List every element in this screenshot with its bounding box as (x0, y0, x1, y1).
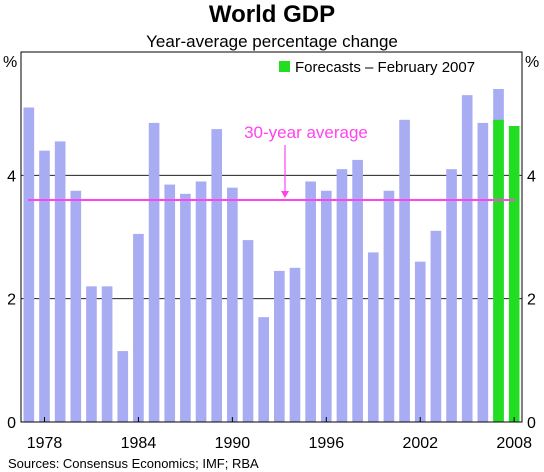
legend: Forecasts – February 2007 (279, 59, 475, 76)
bar-1984 (133, 233, 144, 422)
bar-1997 (336, 169, 348, 422)
bar-1983 (117, 351, 129, 422)
y-unit-left: % (3, 54, 17, 71)
forecast-bar-2008 (508, 126, 520, 422)
bar-1986 (164, 184, 176, 422)
bar-1979 (54, 141, 66, 422)
x-tick-1990: 1990 (215, 435, 251, 452)
y-unit-right: % (525, 54, 539, 71)
bar-2006 (477, 122, 489, 423)
legend-swatch-forecasts (279, 61, 290, 72)
bars (23, 89, 520, 423)
bar-2002 (414, 261, 426, 422)
bar-1996 (320, 190, 332, 422)
bar-1992 (258, 317, 269, 422)
x-tick-1996: 1996 (309, 435, 345, 452)
bar-1989 (211, 129, 223, 423)
bar-1999 (367, 252, 379, 422)
bar-2004 (446, 169, 457, 422)
bar-1988 (195, 181, 207, 422)
y-tick-right-4: 4 (527, 168, 536, 185)
forecast-bar-2007 (493, 119, 504, 422)
x-tick-2002: 2002 (402, 435, 438, 452)
bar-1985 (148, 122, 160, 423)
x-tick-1978: 1978 (27, 435, 63, 452)
chart-subtitle: Year-average percentage change (146, 32, 398, 51)
x-tick-1984: 1984 (121, 435, 157, 452)
bar-1991 (242, 240, 254, 422)
bar-1981 (86, 286, 97, 422)
bar-2000 (383, 190, 395, 422)
bar-1994 (289, 267, 301, 422)
average-label: 30-year average (244, 123, 368, 142)
source-note: Sources: Consensus Economics; IMF; RBA (8, 456, 259, 471)
bar-1998 (352, 159, 363, 422)
plot-frame (20, 51, 523, 423)
y-tick-right-2: 2 (527, 292, 536, 309)
bar-2005 (461, 95, 473, 423)
bar-1987 (180, 193, 191, 422)
bar-1978 (39, 150, 50, 422)
y-tick-left-4: 4 (7, 168, 16, 185)
bar-1977 (23, 107, 35, 422)
bar-2001 (399, 119, 410, 422)
bar-1995 (305, 181, 316, 422)
bar-1982 (101, 286, 113, 422)
chart-title: World GDP (209, 1, 335, 28)
y-tick-labels: 0 0 2 2 4 4 (7, 168, 536, 432)
bar-1993 (274, 270, 285, 422)
x-tick-labels: 1978 1984 1990 1996 2002 2008 (27, 417, 532, 452)
y-tick-left-2: 2 (7, 292, 16, 309)
average-line-group: 30-year average (28, 123, 515, 201)
x-tick-2008: 2008 (496, 435, 532, 452)
legend-label-forecasts: Forecasts – February 2007 (295, 59, 475, 76)
bar-1980 (70, 190, 82, 422)
average-arrow-head (281, 191, 289, 198)
bar-1990 (227, 187, 238, 422)
y-tick-left-0: 0 (7, 415, 16, 432)
bar-2003 (430, 230, 442, 422)
y-tick-right-0: 0 (527, 415, 536, 432)
